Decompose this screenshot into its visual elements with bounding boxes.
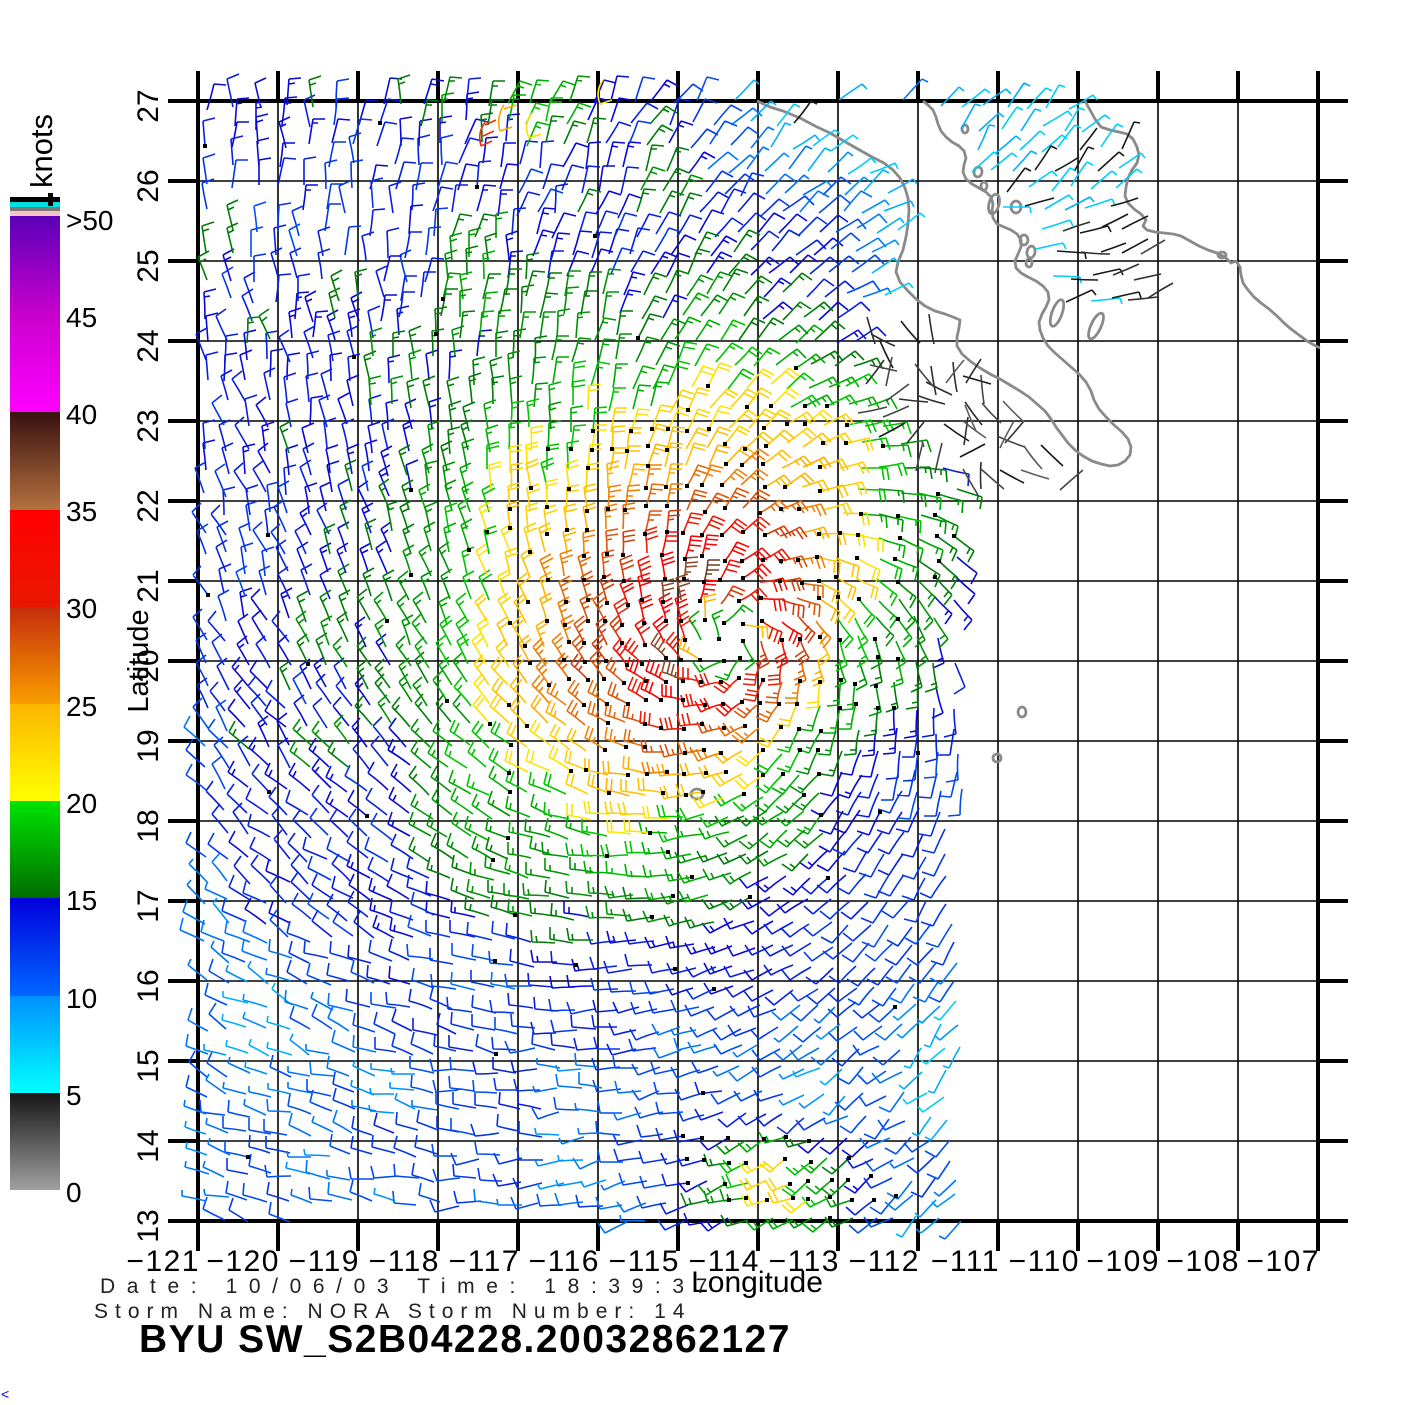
svg-text:−111: −111 — [931, 1245, 1000, 1278]
svg-text:−112: −112 — [849, 1245, 920, 1278]
svg-text:15: 15 — [132, 1049, 165, 1082]
svg-text:Latitude: Latitude — [123, 609, 155, 712]
svg-text:21: 21 — [132, 569, 165, 602]
svg-text:−119: −119 — [289, 1245, 360, 1278]
svg-text:20: 20 — [66, 788, 97, 819]
svg-text:Longitude: Longitude — [691, 1266, 823, 1299]
svg-text:10: 10 — [66, 983, 97, 1014]
svg-text:30: 30 — [66, 593, 97, 624]
svg-text:Storm Name: NORA Storm Number: Storm Name: NORA Storm Number: 14 — [94, 1300, 691, 1323]
svg-text:18: 18 — [132, 809, 165, 842]
svg-text:26: 26 — [132, 169, 165, 202]
svg-text:17: 17 — [132, 889, 165, 922]
svg-text:−118: −118 — [369, 1245, 440, 1278]
svg-text:25: 25 — [132, 249, 165, 282]
svg-text:−117: −117 — [449, 1245, 520, 1278]
svg-text:40: 40 — [66, 399, 97, 430]
svg-text:−116: −116 — [529, 1245, 600, 1278]
svg-text:−108: −108 — [1166, 1245, 1240, 1278]
svg-text:25: 25 — [66, 691, 97, 722]
svg-text:16: 16 — [132, 969, 165, 1002]
svg-text:−115: −115 — [609, 1245, 680, 1278]
svg-text:0: 0 — [66, 1177, 82, 1208]
svg-text:>50: >50 — [66, 205, 114, 236]
svg-text:−114: −114 — [689, 1245, 760, 1278]
svg-text:27: 27 — [132, 89, 165, 122]
svg-text:24: 24 — [132, 329, 165, 362]
svg-text:5: 5 — [66, 1080, 82, 1111]
svg-text:19: 19 — [132, 729, 165, 762]
svg-text:−109: −109 — [1086, 1245, 1160, 1278]
svg-text:BYU SW_S2B04228.20032862127: BYU SW_S2B04228.20032862127 — [139, 1318, 791, 1361]
svg-text:−113: −113 — [769, 1245, 840, 1278]
svg-text:45: 45 — [66, 302, 97, 333]
svg-text:14: 14 — [132, 1129, 165, 1162]
svg-text:−107: −107 — [1246, 1245, 1320, 1278]
svg-text:23: 23 — [132, 409, 165, 442]
svg-text:knots: knots — [24, 114, 59, 188]
svg-text:−110: −110 — [1009, 1245, 1080, 1278]
svg-text:−121: −121 — [126, 1245, 200, 1278]
svg-text:15: 15 — [66, 885, 97, 916]
svg-text:22: 22 — [132, 489, 165, 522]
svg-text:13: 13 — [132, 1209, 165, 1242]
svg-text:Date: 10/06/03 Time: 18:39: Date: 10/06/03 Time: 18:39:37 — [100, 1275, 719, 1298]
svg-text:35: 35 — [66, 496, 97, 527]
svg-text:−120: −120 — [206, 1245, 280, 1278]
svg-text:<: < — [1, 1386, 9, 1400]
svg-text:20: 20 — [132, 649, 165, 682]
